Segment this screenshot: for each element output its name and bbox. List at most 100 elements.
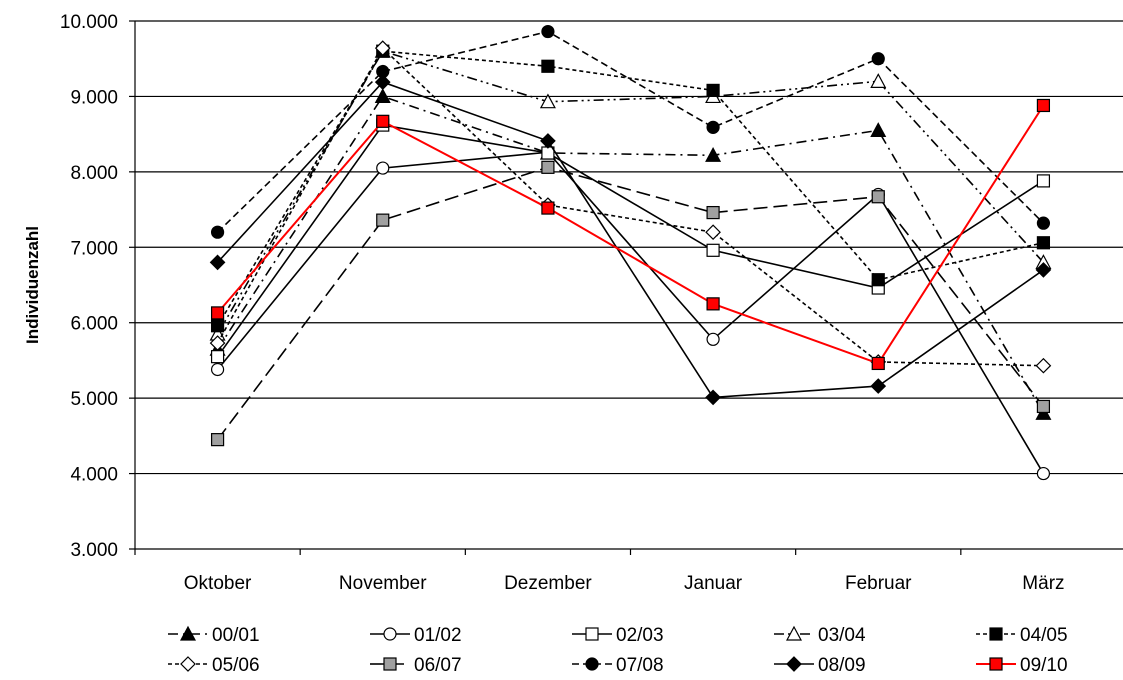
data-point xyxy=(376,161,390,175)
legend-item: 01/02 xyxy=(370,625,462,646)
data-point xyxy=(539,93,556,109)
data-point xyxy=(706,243,720,257)
data-point xyxy=(706,332,720,346)
series-line xyxy=(216,104,1045,365)
series-line xyxy=(216,151,1045,474)
legend-item: 03/04 xyxy=(774,625,866,646)
data-point xyxy=(871,273,885,287)
data-point xyxy=(871,356,885,371)
y-tick-label: 7.000 xyxy=(70,238,118,259)
y-tick-label: 3.000 xyxy=(70,540,118,561)
legend-label: 05/06 xyxy=(212,655,260,676)
data-point xyxy=(1036,236,1051,250)
y-tick-label: 5.000 xyxy=(70,389,118,410)
legend-marker xyxy=(383,627,397,641)
y-tick-label: 9.000 xyxy=(70,87,118,108)
series-line xyxy=(217,30,1044,233)
grid-lines xyxy=(135,20,1123,475)
legend-item: 06/07 xyxy=(370,655,462,676)
data-point xyxy=(1036,399,1051,414)
series-07-08 xyxy=(210,24,1051,239)
legend-marker xyxy=(585,657,599,671)
data-point xyxy=(1035,357,1052,374)
data-point xyxy=(870,73,887,88)
series-line xyxy=(216,46,1044,367)
legend-item: 02/03 xyxy=(572,625,664,646)
legend-label: 04/05 xyxy=(1020,625,1068,646)
data-point xyxy=(376,114,390,128)
legend-item: 05/06 xyxy=(168,655,260,676)
x-tick-label: Januar xyxy=(684,573,743,594)
x-tick-labels: Oktober November Dezember Januar Februar März xyxy=(184,573,1065,594)
legend-marker xyxy=(585,627,599,641)
data-point xyxy=(210,350,225,364)
legend-label: 00/01 xyxy=(212,625,260,646)
data-point xyxy=(376,213,390,227)
data-point xyxy=(1036,98,1051,113)
data-point xyxy=(374,40,391,57)
series-08-09 xyxy=(209,74,1052,406)
data-point xyxy=(1035,262,1052,278)
series-line xyxy=(216,166,1045,441)
y-tick-label: 4.000 xyxy=(70,465,118,486)
data-point xyxy=(871,52,885,66)
y-tick-label: 10.000 xyxy=(60,12,118,33)
data-point xyxy=(374,88,391,104)
data-point xyxy=(541,201,555,215)
series-line xyxy=(216,50,1044,327)
series-line xyxy=(216,50,1045,335)
data-point xyxy=(871,190,885,204)
data-point xyxy=(706,120,720,134)
data-point xyxy=(706,297,720,311)
data-point xyxy=(1036,174,1051,188)
legend-item: 07/08 xyxy=(572,655,664,676)
legend-item: 09/10 xyxy=(976,655,1068,676)
legend-item: 00/01 xyxy=(168,625,260,646)
legend-item: 04/05 xyxy=(976,625,1068,646)
series-line xyxy=(216,81,1044,399)
data-point xyxy=(210,319,225,333)
data-point xyxy=(210,433,225,447)
legend-label: 03/04 xyxy=(818,625,866,646)
x-tick-label: November xyxy=(339,573,427,594)
x-tick-label: März xyxy=(1022,573,1064,594)
series-09-10 xyxy=(210,98,1051,371)
legend-marker xyxy=(180,656,196,672)
data-point xyxy=(870,378,887,394)
legend-label: 07/08 xyxy=(616,655,664,676)
legend-item: 08/09 xyxy=(774,655,866,676)
y-tick-labels: 3.000 4.000 5.000 6.000 7.000 8.000 9.000 10.00… xyxy=(60,12,118,561)
data-point xyxy=(541,59,555,73)
x-tick-label: Februar xyxy=(845,573,912,594)
legend-label: 06/07 xyxy=(414,655,462,676)
series-03-04 xyxy=(209,42,1052,341)
data-point xyxy=(210,306,225,320)
data-point xyxy=(210,362,225,377)
y-tick-label: 6.000 xyxy=(70,314,118,335)
legend-label: 08/09 xyxy=(818,655,866,676)
legend-label: 01/02 xyxy=(414,625,462,646)
legend-label: 02/03 xyxy=(616,625,664,646)
legend-marker xyxy=(989,627,1003,641)
legend-marker xyxy=(786,656,802,672)
data-point xyxy=(705,146,722,162)
legend-label: 09/10 xyxy=(1020,655,1068,676)
data-point xyxy=(705,224,721,241)
data-point xyxy=(1036,216,1051,230)
axes xyxy=(129,20,1123,555)
series-line xyxy=(216,95,1045,414)
x-tick-label: Oktober xyxy=(184,573,252,594)
y-axis-label: Individuenzahl xyxy=(23,226,42,344)
data-point xyxy=(209,335,226,351)
y-tick-label: 8.000 xyxy=(70,163,118,184)
data-point xyxy=(374,74,391,90)
x-tick-label: Dezember xyxy=(504,573,592,594)
data-point xyxy=(210,225,225,239)
series-group xyxy=(209,24,1052,481)
data-point xyxy=(1036,466,1051,481)
data-point xyxy=(541,160,555,174)
legend-marker xyxy=(785,625,803,641)
data-point xyxy=(541,24,555,39)
series-01-02 xyxy=(210,145,1051,481)
